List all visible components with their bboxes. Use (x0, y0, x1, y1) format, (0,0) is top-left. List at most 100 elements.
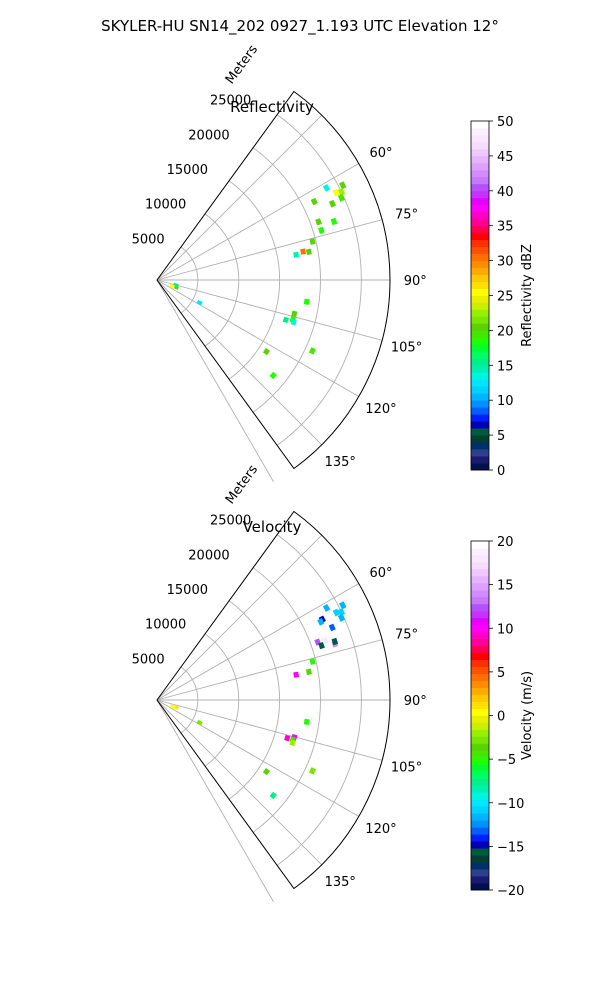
colorbar-segment (471, 771, 489, 779)
range-tick-label: 5000 (132, 652, 165, 667)
colorbar-segment (471, 393, 489, 401)
colorbar-segment (471, 190, 489, 199)
colorbar-segment (471, 127, 489, 136)
echo-gate (315, 218, 322, 226)
azimuth-tick-label: 90° (404, 274, 427, 289)
colorbar-segment (471, 295, 489, 303)
echo-gate (339, 601, 347, 610)
azimuth-tick-label: 60° (369, 146, 392, 161)
azimuth-tick-label: 75° (395, 628, 418, 643)
colorbar-segment (471, 813, 489, 821)
colorbar-segment (471, 799, 489, 807)
colorbar-segment (471, 827, 489, 835)
echo-gate (309, 238, 316, 245)
range-tick-label: 25000 (210, 94, 251, 109)
azimuth-spoke (156, 639, 383, 701)
colorbar-segment (471, 645, 489, 654)
colorbar-tick-label: −20 (497, 884, 524, 899)
colorbar-segment (471, 869, 489, 877)
echo-gate (289, 739, 296, 747)
echo-gate (284, 734, 291, 742)
colorbar-segment (471, 197, 489, 206)
sector-outline (156, 510, 391, 890)
colorbar-tick-label: −10 (497, 797, 524, 812)
echo-gate (337, 193, 346, 202)
echo-gate (318, 226, 325, 234)
colorbar-segment (471, 281, 489, 289)
echo-gate (322, 603, 331, 612)
colorbar-segment (471, 218, 489, 227)
colorbar-segment (471, 407, 489, 415)
echo-gate (300, 248, 307, 255)
colorbar-segment (471, 309, 489, 317)
colorbar-label: Reflectivity dBZ (520, 244, 535, 347)
azimuth-spoke (156, 534, 323, 701)
colorbar-segment (471, 358, 489, 366)
azimuth-spoke (156, 583, 360, 701)
colorbar-tick-label: 5 (497, 666, 505, 681)
echo-gate (290, 318, 297, 326)
colorbar-segment (471, 722, 489, 730)
colorbar-segment (471, 883, 489, 891)
colorbar-segment (471, 806, 489, 814)
azimuth-spoke (156, 699, 383, 761)
colorbar-tick-label: 40 (497, 185, 514, 200)
echo-gate (337, 607, 346, 617)
colorbar-segment (471, 421, 489, 429)
azimuth-tick-label: 120° (365, 822, 396, 837)
echo-gate (322, 183, 331, 192)
colorbar-segment (471, 785, 489, 793)
colorbar-segment (471, 267, 489, 275)
sector-outline (156, 90, 391, 470)
colorbar-segment (471, 260, 489, 268)
colorbar-segment (471, 134, 489, 143)
echo-gate (318, 641, 325, 650)
azimuth-tick-label: 90° (404, 694, 427, 709)
echo-gate (303, 298, 310, 305)
colorbar-segment (471, 372, 489, 380)
colorbar-segment (471, 729, 489, 737)
colorbar-tick-label: 50 (497, 115, 514, 130)
echo-gate (328, 623, 336, 632)
colorbar-segment (471, 211, 489, 220)
echo-gate (337, 187, 346, 197)
colorbar-segment (471, 841, 489, 849)
colorbar-tick-label: 5 (497, 429, 505, 444)
colorbar-segment (471, 638, 489, 647)
colorbar-segment (471, 673, 489, 681)
colorbar-segment (471, 862, 489, 870)
echo-gate (196, 299, 203, 306)
colorbar-segment (471, 400, 489, 408)
colorbar-tick-label: 20 (497, 324, 514, 339)
echo-gate (169, 283, 176, 289)
colorbar-segment (471, 239, 489, 248)
colorbar-tick-label: 15 (497, 359, 514, 374)
azimuth-spoke (156, 279, 274, 483)
echo-gate (332, 608, 340, 617)
range-tick-label: 15000 (167, 163, 208, 178)
velocity-title: Velocity (243, 518, 302, 536)
colorbar-tick-label: −15 (497, 840, 524, 855)
colorbar-segment (471, 687, 489, 695)
azimuth-tick-label: 105° (391, 340, 422, 355)
colorbar-segment (471, 547, 489, 556)
colorbar-segment (471, 176, 489, 185)
colorbar-segment (471, 848, 489, 856)
colorbar-segment (471, 302, 489, 310)
colorbar-segment (471, 435, 489, 443)
colorbar-segment (471, 610, 489, 619)
echo-gate (303, 718, 310, 725)
range-tick-label: 25000 (210, 514, 251, 529)
colorbar-segment (471, 288, 489, 296)
colorbar-segment (471, 148, 489, 157)
colorbar-segment (471, 386, 489, 394)
echo-gate (269, 791, 277, 800)
azimuth-spoke (156, 279, 360, 397)
azimuth-tick-label: 120° (365, 402, 396, 417)
colorbar-segment (471, 155, 489, 164)
azimuth-spoke (156, 699, 274, 903)
colorbar-segment (471, 596, 489, 605)
colorbar-segment (471, 715, 489, 723)
echo-gate (309, 658, 316, 665)
